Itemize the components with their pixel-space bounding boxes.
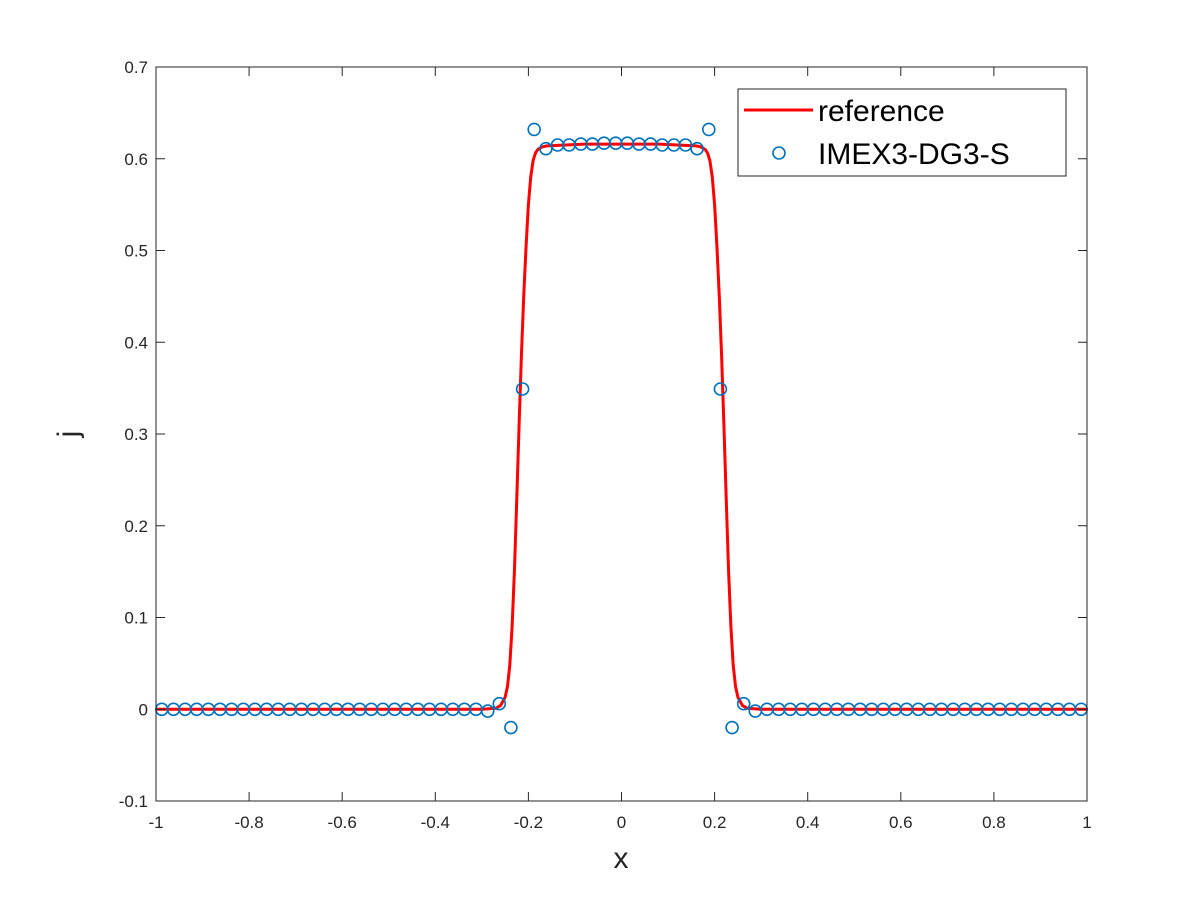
x-tick-label: -1	[148, 813, 163, 832]
x-tick-label: -0.4	[421, 813, 450, 832]
x-tick-label: 0.2	[703, 813, 727, 832]
x-tick-label: 0	[617, 813, 626, 832]
imex-data-point	[736, 696, 751, 711]
imex-data-point	[701, 122, 716, 137]
x-tick-label: -0.8	[234, 813, 263, 832]
y-tick-label: 0	[139, 700, 148, 719]
y-tick-label: 0.7	[124, 58, 148, 77]
imex-data-point	[690, 141, 704, 156]
imex-data-point	[492, 696, 507, 711]
y-tick-label: 0.2	[124, 517, 148, 536]
x-tick-label: 1	[1082, 813, 1091, 832]
imex-data-point	[713, 382, 728, 396]
imex-data-point	[527, 122, 542, 137]
series-layer	[155, 122, 1088, 735]
plot-area	[156, 67, 1087, 801]
x-tick-label: -0.6	[328, 813, 357, 832]
tick-layer: -1 -0.8 -0.6 -0.4 -0.2 0 0.2 0.4 0.6 0.8 1 -0.1 0 0.1…	[119, 58, 1092, 832]
y-tick-label: 0.6	[124, 150, 148, 169]
legend-imex-swatch	[772, 146, 786, 160]
imex-data-point	[725, 720, 739, 735]
y-tick-label: 0.3	[124, 425, 148, 444]
legend: reference IMEX3-DG3-S	[737, 88, 1067, 177]
y-axis-label: j	[52, 431, 85, 439]
x-axis-label: x	[614, 842, 629, 875]
y-tick-label: 0.4	[124, 333, 148, 352]
imex-data-point	[480, 704, 495, 718]
imex-data-point	[504, 720, 518, 735]
x-tick-label: 0.8	[982, 813, 1006, 832]
legend-imex-label: IMEX3-DG3-S	[818, 138, 1010, 171]
y-tick-label: 0.5	[124, 242, 148, 261]
legend-box	[737, 88, 1067, 177]
x-tick-label: 0.4	[796, 813, 820, 832]
imex-data-point	[515, 382, 530, 396]
x-tick-label: -0.2	[514, 813, 543, 832]
legend-reference-label: reference	[818, 95, 945, 128]
y-tick-label: 0.1	[124, 609, 148, 628]
y-tick-label: -0.1	[119, 792, 148, 811]
x-tick-label: 0.6	[889, 813, 913, 832]
